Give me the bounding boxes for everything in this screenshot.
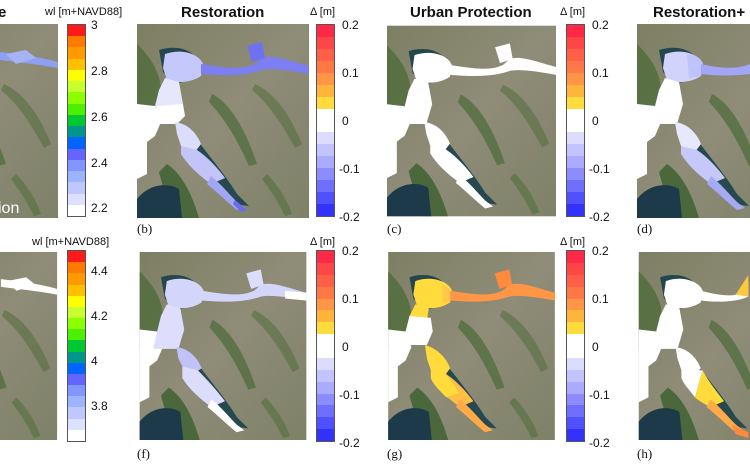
tick-delta-b-neg0.2: -0.2	[339, 210, 360, 224]
tick-delta-c-0: 0	[592, 114, 599, 128]
panel-a-title: e	[0, 4, 7, 21]
panel-f-letter: (f)	[137, 446, 150, 461]
map-panel-f	[137, 252, 309, 440]
tick-wl-top-3: 3	[91, 18, 98, 32]
panel-b-title: Restoration	[181, 4, 265, 21]
tick-delta-f-neg0.2: -0.2	[339, 436, 360, 450]
tick-wl-top-2.2: 2.2	[91, 201, 108, 215]
colorbar-delta-c-label: Δ [m]	[560, 6, 586, 18]
map-panel-e	[0, 252, 58, 440]
colorbar-delta-b	[316, 24, 335, 217]
colorbar-wl-bottom-label: wl [m+NAVD88]	[32, 236, 110, 248]
panel-h-letter: (h)	[637, 446, 653, 461]
tick-delta-f-neg0.1: -0.1	[339, 388, 360, 402]
colorbar-delta-f	[316, 250, 335, 442]
tick-delta-f-0.1: 0.1	[342, 292, 359, 306]
panel-c-letter: (c)	[387, 221, 402, 236]
tick-delta-c-neg0.2: -0.2	[589, 210, 610, 224]
map-panel-a: ion	[0, 24, 58, 218]
colorbar-delta-g	[566, 250, 585, 442]
colorbar-wl-top	[67, 24, 86, 217]
tick-wl-bottom-3.8: 3.8	[91, 399, 108, 413]
tick-delta-c-0.1: 0.1	[592, 66, 609, 80]
tick-delta-b-0.1: 0.1	[342, 66, 359, 80]
panel-a-partial-label: ion	[0, 200, 20, 217]
tick-wl-top-2.4: 2.4	[91, 156, 108, 170]
colorbar-wl-top-label: wl [m+NAVD88]	[45, 6, 123, 18]
tick-delta-b-neg0.1: -0.1	[339, 162, 360, 176]
map-panel-h	[637, 252, 750, 440]
tick-delta-g-0: 0	[592, 340, 599, 354]
tick-delta-b-0: 0	[342, 114, 349, 128]
tick-delta-f-0: 0	[342, 340, 349, 354]
panel-d-letter: (d)	[637, 221, 653, 236]
map-panel-d	[637, 24, 750, 218]
tick-delta-c-0.2: 0.2	[592, 18, 609, 32]
tick-delta-c-neg0.1: -0.1	[589, 162, 610, 176]
tick-delta-g-0.2: 0.2	[592, 244, 609, 258]
tick-wl-bottom-4: 4	[91, 354, 98, 368]
tick-delta-g-neg0.2: -0.2	[589, 436, 610, 450]
tick-delta-f-0.2: 0.2	[342, 244, 359, 258]
colorbar-wl-bottom	[67, 250, 86, 442]
colorbar-delta-f-label: Δ [m]	[310, 236, 336, 248]
tick-delta-g-0.1: 0.1	[592, 292, 609, 306]
panel-d-title: Restoration+	[653, 4, 746, 21]
tick-wl-top-2.8: 2.8	[91, 64, 108, 78]
tick-delta-g-neg0.1: -0.1	[589, 388, 610, 402]
map-panel-g	[387, 252, 556, 440]
colorbar-delta-g-label: Δ [m]	[560, 236, 586, 248]
tick-wl-top-2.6: 2.6	[91, 110, 108, 124]
colorbar-delta-b-label: Δ [m]	[310, 6, 336, 18]
panel-g-letter: (g)	[387, 446, 403, 461]
tick-delta-b-0.2: 0.2	[342, 18, 359, 32]
map-panel-c	[387, 24, 556, 218]
map-panel-b	[137, 24, 309, 218]
panel-c-title: Urban Protection	[410, 4, 532, 21]
tick-wl-bottom-4.4: 4.4	[91, 264, 108, 278]
tick-wl-bottom-4.2: 4.2	[91, 309, 108, 323]
colorbar-delta-c	[566, 24, 585, 217]
panel-b-letter: (b)	[137, 221, 153, 236]
